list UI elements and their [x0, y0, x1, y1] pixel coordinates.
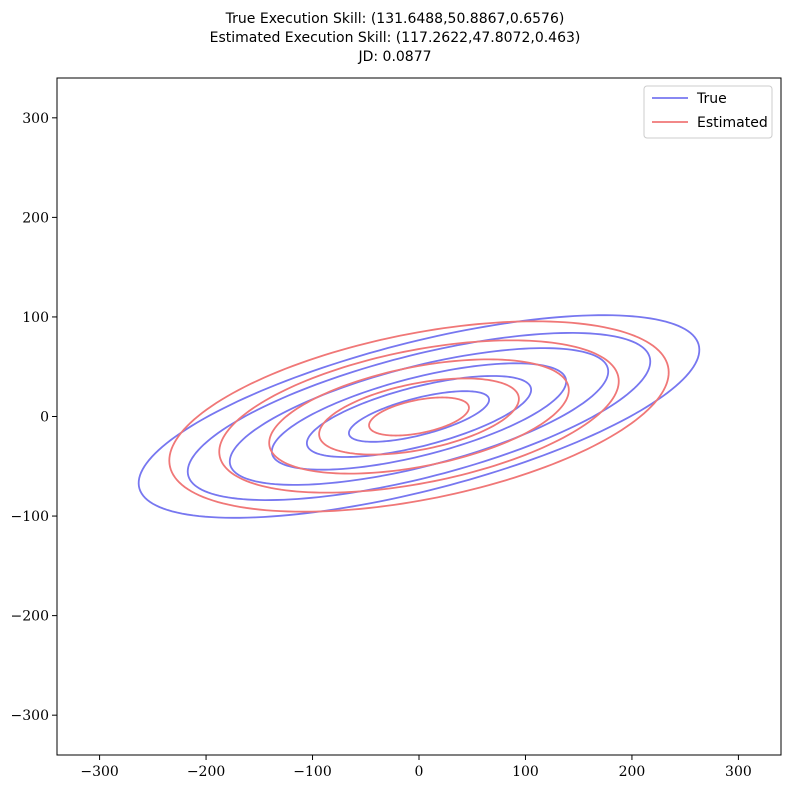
y-tick-label: −100 [11, 509, 49, 525]
title-line-1: True Execution Skill: (131.6488,50.8867,… [225, 11, 565, 27]
legend: True Estimated [643, 85, 773, 139]
chart-title: True Execution Skill: (131.6488,50.8867,… [210, 11, 581, 65]
contour-estimated-3 [268, 358, 570, 475]
contour-true-1 [348, 390, 490, 443]
y-tick-label: 200 [22, 210, 49, 226]
contour-true-5 [186, 332, 652, 501]
x-tick-label: −200 [187, 764, 225, 780]
title-line-3: JD: 0.0877 [357, 49, 431, 65]
contour-estimated-4 [218, 339, 620, 494]
y-tick-label: 0 [40, 410, 49, 426]
axes: −300 −200 −100 0 100 200 300 −300 −200 −100 0 100 20… [11, 77, 782, 780]
contour-lines [137, 314, 701, 519]
contour-estimated-5 [168, 320, 670, 513]
x-tick-label: 100 [512, 764, 539, 780]
plot-area [137, 314, 701, 519]
legend-box [643, 85, 773, 139]
contour-true-3 [270, 362, 568, 471]
axes-frame [56, 77, 782, 756]
x-tick-label: 0 [415, 764, 424, 780]
contour-true-2 [305, 375, 533, 458]
x-tick-label: −300 [80, 764, 118, 780]
contour-estimated-2 [318, 377, 520, 456]
contour-true-6 [137, 314, 701, 519]
y-tick-label: −200 [11, 609, 49, 625]
y-tick-label: 300 [22, 111, 49, 127]
x-tick-label: −100 [293, 764, 331, 780]
y-tick-label: −300 [11, 708, 49, 724]
x-tick-label: 200 [619, 764, 646, 780]
title-line-2: Estimated Execution Skill: (117.2622,47.… [210, 30, 581, 46]
legend-label-estimated: Estimated [697, 115, 768, 131]
x-tick-label: 300 [725, 764, 752, 780]
contour-estimated-1 [368, 396, 470, 437]
y-tick-label: 100 [22, 310, 49, 326]
legend-label-true: True [696, 91, 727, 107]
